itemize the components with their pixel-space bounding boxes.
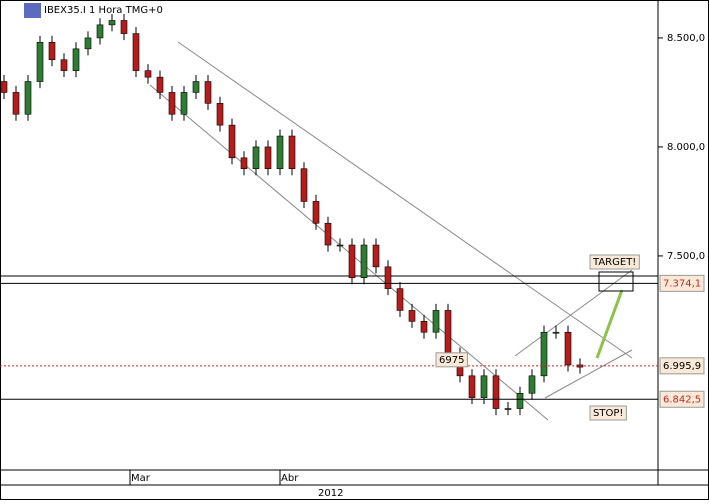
candle-body	[12, 92, 20, 115]
candle-body	[420, 321, 428, 333]
level-label: 7.374,1	[663, 278, 701, 289]
channel-line	[544, 349, 633, 399]
candle-body	[372, 244, 380, 268]
level-label: 6.995,9	[663, 361, 701, 372]
x-tick-label: Mar	[131, 473, 151, 484]
candle-body	[204, 81, 212, 104]
candle-body	[288, 135, 296, 170]
candle-body	[492, 375, 500, 409]
candle-body	[300, 168, 308, 202]
y-tick-label: 8.000,0	[667, 142, 705, 153]
annotation: TARGET!	[592, 257, 636, 268]
candle-body	[96, 24, 104, 39]
candle-body	[192, 81, 200, 93]
candle-body	[564, 331, 572, 366]
candle-body	[504, 408, 512, 410]
candle-body	[48, 41, 56, 61]
level-label-box	[659, 274, 705, 292]
candle-body	[444, 310, 452, 355]
level-label-box	[659, 390, 705, 408]
candle-body	[252, 146, 260, 170]
symbol-icon	[24, 3, 41, 18]
candle-body	[240, 157, 248, 170]
y-tick-label: 8.500,0	[667, 33, 705, 44]
target-arrow	[595, 289, 624, 359]
candle-body	[516, 392, 524, 409]
candle-body	[384, 266, 392, 289]
candle-body	[156, 76, 164, 93]
candle-body	[60, 59, 68, 71]
candle-body	[108, 20, 116, 26]
x-axis-year: 2012	[318, 488, 343, 499]
candle-body	[72, 48, 80, 71]
candle-body	[36, 41, 44, 82]
candle-body	[180, 92, 188, 115]
y-tick-label: 7.500,0	[667, 251, 705, 262]
candle-body	[540, 331, 548, 377]
annotation-box	[435, 352, 468, 368]
candle-body	[312, 201, 320, 224]
annotation-box	[589, 405, 627, 421]
candle-body	[324, 222, 332, 246]
candle-body	[228, 124, 236, 159]
candle-body	[144, 70, 152, 78]
candle-body	[528, 375, 536, 394]
candle-body	[336, 244, 344, 247]
candle-body	[132, 33, 140, 71]
candle-body	[0, 81, 8, 93]
candle-body	[276, 135, 284, 170]
annotation-box	[589, 254, 640, 270]
candle-body	[432, 310, 440, 333]
candle-body	[408, 310, 416, 322]
symbol-title[interactable]: IBEX35.I 1 Hora TMG+0	[44, 5, 163, 16]
candle-body	[396, 288, 404, 311]
channel-line	[514, 269, 633, 357]
candle-body	[120, 20, 128, 34]
candle-body	[360, 244, 368, 279]
target-box	[598, 271, 634, 292]
level-label-box	[659, 357, 705, 375]
candle-body	[552, 331, 560, 334]
annotation: 6975	[439, 355, 464, 366]
candle-body	[468, 375, 476, 398]
level-label: 6.842,5	[663, 394, 701, 405]
candle-body	[480, 375, 488, 398]
candle-body	[24, 81, 32, 115]
x-tick-label: Abr	[281, 473, 299, 484]
candle-body	[348, 244, 356, 279]
candle-body	[84, 37, 92, 50]
candle-body	[168, 92, 176, 115]
annotation: STOP!	[593, 408, 623, 419]
channel-line	[177, 41, 633, 359]
candle-body	[216, 103, 224, 126]
candle-body	[264, 146, 272, 170]
